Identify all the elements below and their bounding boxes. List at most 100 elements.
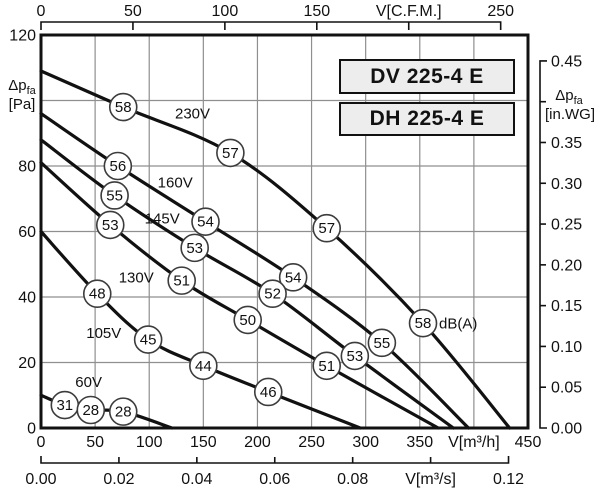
db-marker-value: 54 (285, 269, 302, 286)
top-axis-line (40, 21, 502, 30)
right-axis-tick-label: 0.35 (551, 135, 582, 152)
right-axis-tick-label: 0.00 (551, 421, 582, 438)
db-marker-circle (180, 233, 209, 263)
m3s-axis-tick-label: 0.04 (181, 471, 212, 488)
left-axis-unit-bracket: [Pa] (8, 96, 36, 113)
db-marker-value: 44 (195, 358, 212, 375)
db-marker-circle (95, 210, 125, 240)
right-axis-line (539, 60, 547, 429)
right-axis-tick-label: 0.10 (551, 339, 582, 356)
db-marker-value: 28 (82, 402, 99, 419)
top-axis-tick-label: 50 (124, 3, 142, 20)
model-badge-dv: DV 225-4 E (339, 59, 515, 94)
db-marker-value: 55 (106, 187, 123, 204)
plot-border (39, 33, 530, 430)
db-marker-circle (191, 207, 220, 236)
db-marker-circle (253, 377, 283, 407)
db-marker-value: 53 (102, 217, 119, 234)
right-axis-tick-label: 0.30 (551, 176, 582, 193)
left-axis-unit-symbol: Δpfa (8, 77, 36, 97)
bottom-axis-tick-label: 300 (352, 434, 379, 451)
bottom-axis-tick-label: V[m³/h] (448, 434, 500, 451)
db-marker-value: 57 (222, 145, 239, 162)
bottom-axis-tick-label: 50 (86, 434, 104, 451)
bottom-axis-tick-label: 200 (244, 434, 271, 451)
bottom-axis-tick-label: 350 (406, 434, 433, 451)
right-axis-tick-label: 0.45 (551, 53, 582, 70)
db-marker-value: 46 (260, 384, 277, 401)
model-badge-dh-label: DH 225-4 E (369, 107, 485, 130)
db-marker-circle (233, 305, 263, 335)
db-marker-value: 45 (140, 332, 157, 349)
db-marker-circle (189, 351, 218, 381)
model-badge-dv-label: DV 225-4 E (370, 64, 484, 88)
right-axis-unit: Δpfa [in.WG] (545, 86, 596, 124)
db-marker-circle (108, 92, 138, 122)
left-axis-tick-label: 80 (18, 159, 36, 176)
db-marker-value: 53 (186, 240, 203, 257)
db-marker-circle (133, 325, 163, 354)
right-axis-tick-label: 0.05 (551, 380, 582, 397)
top-axis-tick-label: 150 (303, 3, 330, 20)
db-marker-circle (408, 308, 438, 338)
db-marker-value: 51 (318, 358, 335, 375)
db-marker-value: 31 (56, 397, 73, 414)
db-marker-circle (258, 279, 287, 309)
curve-label-130V: 130V (119, 269, 154, 286)
db-marker-value: 54 (197, 214, 214, 231)
bottom-axis-tick-label: 450 (515, 434, 542, 451)
db-marker-value: 50 (239, 312, 256, 329)
left-axis-unit: Δpfa [Pa] (3, 76, 41, 114)
curve-label-145V: 145V (145, 210, 180, 227)
m3s-axis-tick-label: 0.08 (337, 471, 368, 488)
db-marker-value: 53 (347, 348, 364, 365)
bottom-axis-tick-label: 250 (298, 434, 325, 451)
top-axis-tick-label: 250 (487, 3, 514, 20)
right-axis-unit-bracket: [in.WG] (545, 106, 596, 123)
right-axis-tick-label: 0.20 (551, 257, 582, 274)
db-marker-value: 58 (415, 315, 432, 332)
top-axis-tick-label: 0 (37, 3, 46, 20)
left-axis-tick-label: 120 (9, 28, 36, 45)
db-marker-circle (103, 151, 133, 181)
db-marker-value: 57 (318, 220, 335, 237)
db-marker-value: 28 (115, 404, 132, 421)
curve-label-105V: 105V (86, 325, 121, 342)
db-marker-circle (100, 181, 129, 210)
db-marker-circle (216, 138, 245, 168)
db-marker-circle (167, 266, 196, 295)
curve-label-230V: 230V (175, 106, 210, 123)
left-axis-tick-label: 60 (18, 224, 36, 241)
db-marker-value: 58 (115, 99, 132, 116)
right-axis-tick-label: 0.25 (551, 217, 582, 234)
db-marker-circle (82, 279, 112, 309)
m3s-axis-tick-label: 0.12 (493, 471, 524, 488)
top-axis-tick-label: 100 (212, 3, 239, 20)
m3s-axis-tick-label: 0.00 (25, 471, 56, 488)
m3s-axis-tick-label: 0.06 (259, 471, 290, 488)
bottom-axis-tick-label: 0 (37, 434, 46, 451)
db-marker-value: 56 (109, 158, 126, 175)
db-marker-circle (108, 397, 138, 426)
db-marker-value: 51 (173, 273, 190, 290)
db-marker-circle (312, 351, 342, 381)
right-axis-tick-label: 0.15 (551, 298, 582, 315)
bottom-axis-tick-label: 100 (136, 434, 163, 451)
m3s-axis-tick-label: 0.02 (103, 471, 134, 488)
left-axis-tick-label: 40 (18, 290, 36, 307)
db-marker-circle (367, 328, 397, 358)
left-axis-tick-label: 0 (27, 421, 36, 438)
model-badge-dh: DH 225-4 E (339, 102, 515, 136)
m3s-axis-tick-label: V[m³/s] (405, 471, 456, 488)
db-marker-circle (278, 263, 308, 292)
left-axis-tick-label: 20 (18, 355, 36, 372)
db-marker-circle (340, 341, 370, 371)
db-marker-circle (312, 213, 342, 243)
db-marker-value: 48 (89, 286, 106, 303)
db-marker-value: 55 (374, 335, 391, 352)
db-marker-value: 52 (264, 286, 281, 303)
db-marker-circle (76, 395, 106, 425)
curve-label-60V: 60V (75, 374, 102, 391)
